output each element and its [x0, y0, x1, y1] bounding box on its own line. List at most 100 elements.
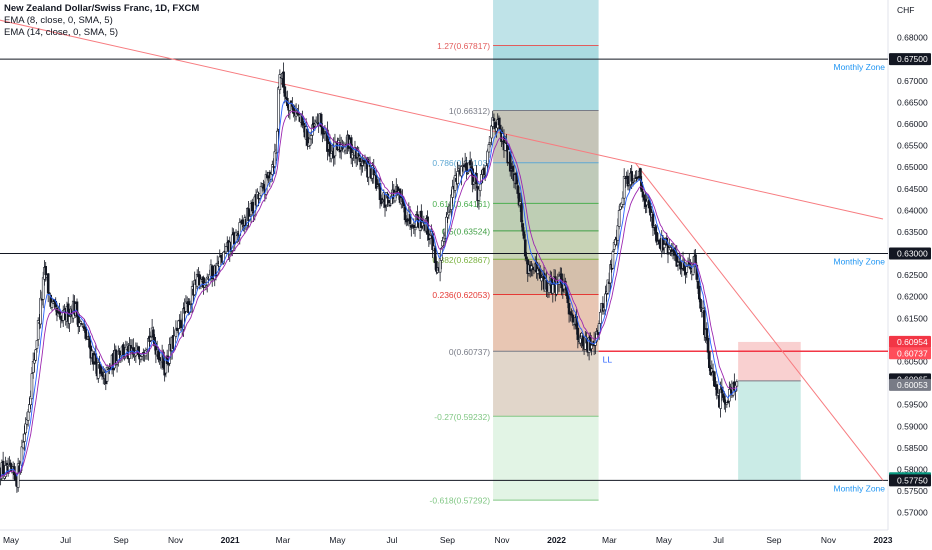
candle-body	[655, 232, 659, 243]
candle-body	[713, 371, 716, 387]
candle-body	[259, 185, 263, 196]
fib-level-label: 0.5(0.63524)	[442, 226, 490, 236]
price-tick-label: 0.63500	[897, 227, 928, 237]
candle-body	[460, 165, 463, 177]
candle-body	[224, 246, 228, 253]
candle-body	[590, 344, 593, 350]
time-tick-label: Sep	[766, 535, 781, 545]
time-tick-label: Sep	[440, 535, 455, 545]
price-tick-label: 0.64500	[897, 184, 928, 194]
price-tick-label: 0.61500	[897, 313, 928, 323]
candle-body	[152, 329, 155, 338]
candle-body	[456, 171, 459, 185]
candle-body	[735, 381, 739, 387]
candle-body	[262, 184, 265, 189]
candle-body	[329, 153, 333, 160]
candle-body	[149, 336, 153, 341]
candle-body	[26, 411, 30, 421]
candle-body	[222, 251, 225, 264]
short-position-tool[interactable]	[738, 341, 801, 481]
candle-body	[24, 423, 27, 434]
price-tick-label: 0.66500	[897, 97, 928, 107]
trendline	[634, 162, 884, 481]
candle-body	[617, 210, 621, 227]
price-tick-label: 0.59500	[897, 400, 928, 410]
candle-body	[313, 123, 317, 127]
ema-8-legend[interactable]: EMA (8, close, 0, SMA, 5)	[4, 15, 113, 26]
price-tick-label: 0.60500	[897, 357, 928, 367]
candle-body	[725, 402, 729, 405]
level-price-badge-label: 0.57750	[897, 475, 928, 485]
ema-14-legend[interactable]: EMA (14, close, 0, SMA, 5)	[4, 27, 119, 38]
candle-body	[679, 261, 682, 270]
trendlines[interactable]	[0, 19, 884, 481]
annotations: LL	[603, 355, 613, 365]
candle-body	[433, 247, 437, 264]
symbol-title[interactable]: New Zealand Dollar/Swiss Franc, 1D, FXCM	[4, 3, 200, 14]
candle-body	[708, 351, 711, 369]
candle-body	[189, 303, 193, 306]
candle-body	[215, 262, 219, 276]
fib-zone-top	[493, 0, 599, 46]
candle-body	[466, 172, 469, 175]
candle-body	[235, 234, 239, 236]
ema-14-line	[0, 110, 738, 479]
ema-lines	[0, 99, 738, 479]
price-tick-label: 0.62000	[897, 292, 928, 302]
candle-body	[271, 164, 274, 175]
time-tick-label: Jul	[387, 535, 398, 545]
time-tick-label: Mar	[602, 535, 617, 545]
candle-body	[218, 256, 222, 267]
candle-body	[482, 167, 486, 176]
fib-zone	[493, 230, 599, 260]
trendline	[0, 19, 884, 220]
price-tick-label: 0.58000	[897, 465, 928, 475]
candle-body	[487, 144, 491, 153]
time-tick-label: May	[3, 535, 20, 545]
candle-body	[448, 209, 452, 212]
candle-body	[240, 219, 244, 225]
chart-legend: New Zealand Dollar/Swiss Franc, 1D, FXCM…	[4, 3, 199, 39]
candle-body	[302, 122, 305, 126]
level-price-badge	[889, 474, 931, 487]
candle-body	[158, 357, 161, 361]
candle-body	[676, 262, 680, 266]
candle-body	[520, 202, 523, 223]
price-badge-label: 0.60053	[897, 380, 928, 390]
price-badge	[889, 347, 931, 360]
candle-body	[413, 227, 417, 231]
take-profit-zone	[738, 380, 801, 481]
candle-body	[79, 321, 83, 324]
price-badge	[889, 378, 931, 391]
candle-body	[177, 320, 180, 329]
candle-body	[1, 460, 5, 477]
time-tick-label: Nov	[821, 535, 837, 545]
candle-body	[576, 327, 580, 340]
candle-body	[314, 119, 318, 122]
candle-body	[48, 292, 51, 295]
price-tick-label: 0.67000	[897, 76, 928, 86]
horizontal-levels[interactable]: Monthly Zone Monthly Zone Monthly Zone	[0, 58, 888, 493]
candle-body	[453, 175, 457, 191]
candle-body	[492, 118, 496, 122]
fibonacci-retracement[interactable]: 1.27(0.67817) 1(0.66312) 0.786(0.65103) 0.6…	[430, 0, 599, 506]
candle-body	[80, 323, 84, 325]
candle-body	[388, 204, 392, 207]
price-tick-label: 0.64000	[897, 205, 928, 215]
candle-body	[264, 174, 268, 195]
price-tick-label: 0.66000	[897, 119, 928, 129]
time-tick-label: 2021	[221, 535, 240, 545]
candle-body	[616, 225, 620, 241]
candle-body	[662, 244, 666, 249]
price-tick-label: 0.59000	[897, 421, 928, 431]
price-tick-label: 0.68000	[897, 33, 928, 43]
candle-body	[706, 337, 710, 353]
lower-low-label: LL	[603, 355, 613, 365]
candle-body	[21, 441, 25, 449]
candle-body	[381, 200, 384, 202]
candle-body	[685, 266, 689, 273]
price-tick-label: 0.57000	[897, 508, 928, 518]
candle-body	[5, 462, 9, 466]
candle-body	[105, 367, 109, 382]
